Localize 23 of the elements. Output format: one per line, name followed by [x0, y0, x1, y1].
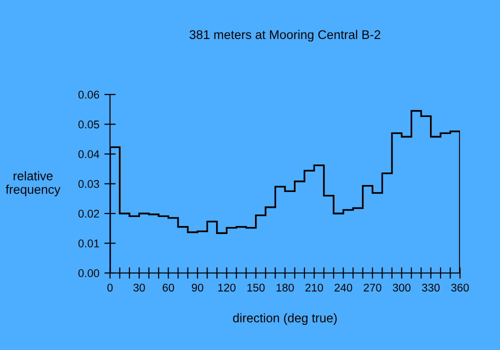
x-tick-label: 150: [247, 284, 265, 292]
x-tick-label: 360: [451, 284, 469, 292]
x-tick-label: 90: [192, 284, 204, 292]
x-tick-label: 180: [276, 284, 294, 292]
x-tick-label: 210: [305, 284, 323, 292]
x-tick-label: 330: [422, 284, 440, 292]
x-tick-label: 60: [162, 284, 174, 292]
x-tick-label: 240: [334, 284, 352, 292]
x-tick-label: 300: [392, 284, 410, 292]
x-tick-label: 0: [107, 284, 113, 292]
y-tick-label: 0.04: [78, 150, 100, 158]
x-tick-label: 120: [218, 284, 236, 292]
y-tick-label: 0.05: [78, 120, 100, 128]
x-tick-label: 30: [133, 284, 145, 292]
y-tick-label: 0.02: [78, 210, 100, 218]
y-tick-label: 0.00: [78, 269, 100, 278]
chart-title: 381 meters at Mooring Central B-2: [190, 30, 380, 42]
y-tick-label: 0.01: [78, 240, 100, 248]
x-tick-label: 270: [364, 284, 382, 292]
y-axis-title: relative frequency: [6, 171, 60, 196]
y-tick-label: 0.03: [78, 180, 100, 188]
x-axis-title: direction (deg true): [233, 313, 337, 325]
y-tick-label: 0.06: [78, 90, 100, 99]
